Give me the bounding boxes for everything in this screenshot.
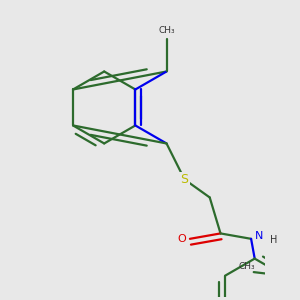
Text: CH₃: CH₃	[158, 26, 175, 35]
Text: H: H	[270, 236, 277, 245]
Text: CH₃: CH₃	[239, 262, 256, 271]
Text: S: S	[181, 173, 188, 186]
Text: N: N	[255, 231, 263, 241]
Text: O: O	[177, 234, 186, 244]
